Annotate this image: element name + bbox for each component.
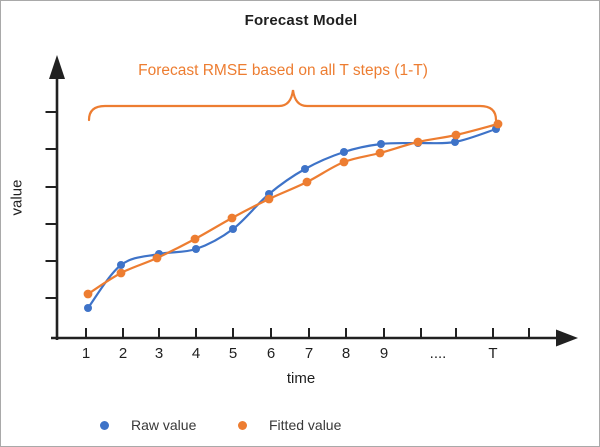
fitted-data-point <box>116 268 126 278</box>
raw-data-point <box>117 261 125 269</box>
rmse-brace <box>87 89 498 122</box>
chart-title: Forecast Model <box>244 12 358 29</box>
x-tick-label: 7 <box>304 345 314 362</box>
x-tick-label: 8 <box>341 345 351 362</box>
x-tick-label: 5 <box>228 345 238 362</box>
raw-data-point <box>377 140 385 148</box>
raw-series-line <box>86 127 498 310</box>
x-tick-label: T <box>488 345 498 362</box>
x-tick-label: 9 <box>379 345 389 362</box>
fitted-data-point <box>339 157 349 167</box>
x-tick-label: 2 <box>118 345 128 362</box>
raw-data-point <box>340 148 348 156</box>
y-axis-label: value <box>8 179 26 216</box>
rmse-annotation: Forecast RMSE based on all T steps (1-T) <box>138 62 428 79</box>
legend-label-fitted-value: Fitted value <box>269 417 342 433</box>
x-tick-label: 6 <box>266 345 276 362</box>
x-tick-label: 1 <box>81 345 91 362</box>
fitted-data-point <box>83 289 93 299</box>
raw-value-marker-icon <box>100 420 109 430</box>
y-axis-arrow-icon <box>49 55 65 79</box>
fitted-data-point <box>190 234 200 244</box>
fitted-data-point <box>152 253 162 263</box>
fitted-data-point <box>493 119 503 129</box>
fitted-data-point <box>375 148 385 158</box>
x-tick-label: .... <box>429 345 447 362</box>
legend-label-raw-value: Raw value <box>131 417 197 433</box>
x-tick-label: 3 <box>154 345 164 362</box>
fitted-data-point <box>451 130 461 140</box>
fitted-data-point <box>413 137 423 147</box>
fitted-data-point <box>227 213 237 223</box>
fitted-data-point <box>264 194 274 204</box>
legend-item-raw-value: Raw value <box>100 416 196 434</box>
fitted-data-point <box>302 177 312 187</box>
raw-data-point <box>451 138 459 146</box>
x-axis-label: time <box>286 370 316 387</box>
fitted-series-line <box>86 122 500 296</box>
x-tick-label: 4 <box>191 345 201 362</box>
legend-item-fitted-value: Fitted value <box>238 416 341 434</box>
x-axis-arrow-icon <box>556 329 578 347</box>
raw-data-point <box>192 245 200 253</box>
raw-data-point <box>301 165 309 173</box>
raw-data-point <box>229 225 237 233</box>
fitted-value-marker-icon <box>238 420 247 430</box>
raw-data-point <box>84 304 92 312</box>
